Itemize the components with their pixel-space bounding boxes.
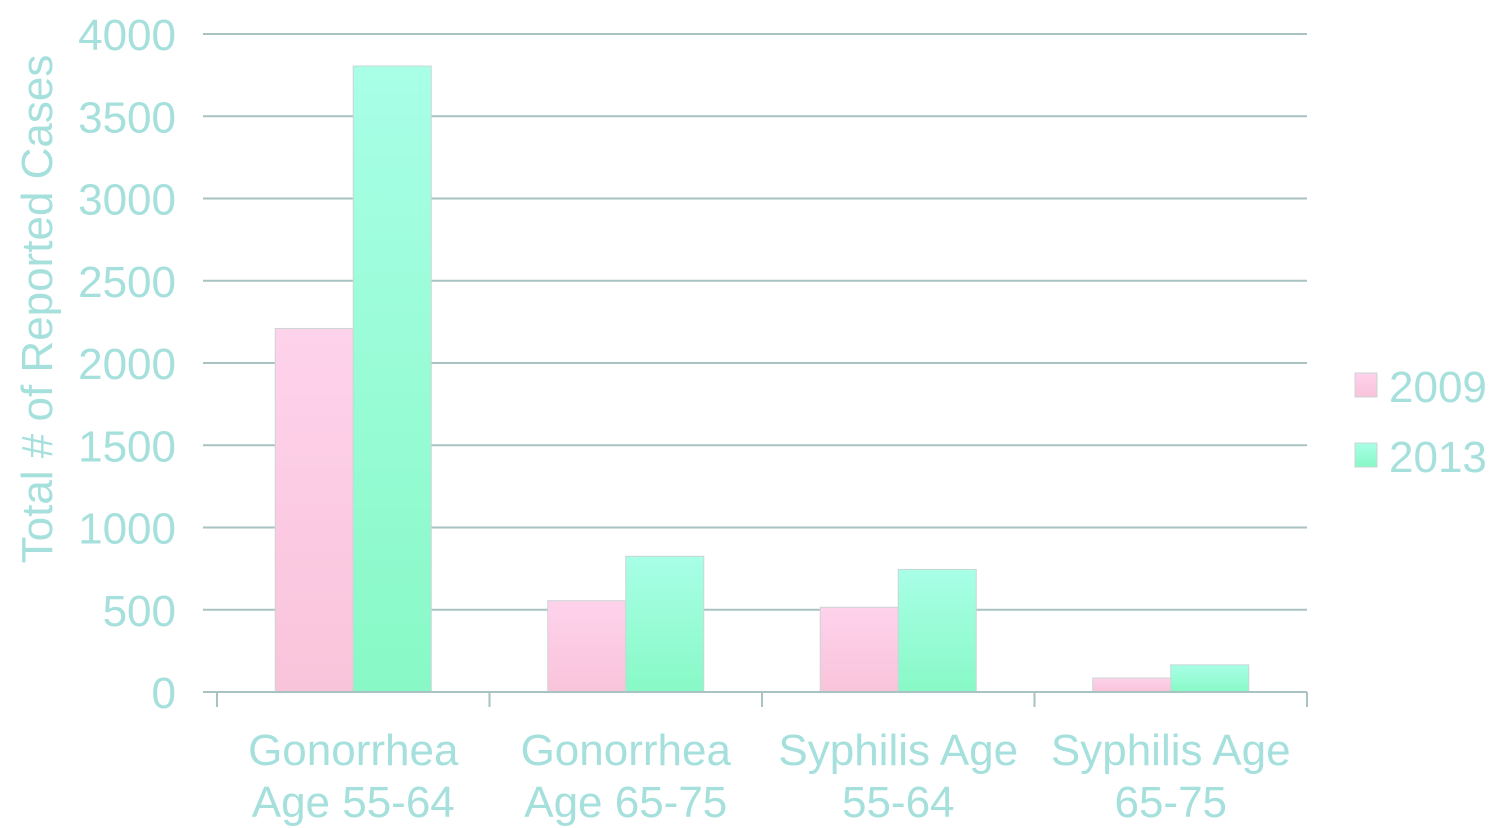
y-tick-label: 2000 [78,340,176,389]
y-tick-label: 4000 [78,11,176,60]
bar-2009 [1092,677,1172,693]
y-tick-label: 2500 [78,258,176,307]
x-tick-label: Syphilis Age 65-75 [1051,726,1291,827]
y-axis-label: Total # of Reported Cases [13,55,62,564]
y-tick-label: 3500 [78,93,176,142]
y-tick-label: 3000 [78,176,176,225]
legend-swatch-2013 [1354,442,1378,468]
y-tick-label: 500 [103,587,176,636]
legend-label: 2013 [1389,433,1487,482]
legend: 2009 2013 [1354,363,1487,482]
y-tick-label: 0 [152,669,176,718]
bar-2013 [625,555,705,693]
bar-2009 [547,600,627,693]
legend-swatch-2009 [1354,372,1378,398]
y-tick-label: 1500 [78,422,176,471]
bar-2013 [897,568,977,693]
x-tick-label: Gonorrhea Age 55-64 [248,726,459,827]
y-axis-tick-labels: 0 500 1000 1500 2000 2500 3000 3500 4000 [78,11,176,718]
bar-2013 [352,65,432,693]
x-axis [203,691,1308,707]
bar-2009 [274,327,354,693]
bars [274,65,1250,693]
bar-2009 [819,606,899,693]
x-tick-label: Gonorrhea Age 65-75 [521,726,732,827]
y-tick-label: 1000 [78,505,176,554]
x-tick-label: Syphilis Age 55-64 [778,726,1018,827]
x-axis-tick-labels: Gonorrhea Age 55-64 Gonorrhea Age 65-75 Syph… [248,726,1291,827]
legend-label: 2009 [1389,363,1487,412]
bar-2013 [1170,664,1250,693]
